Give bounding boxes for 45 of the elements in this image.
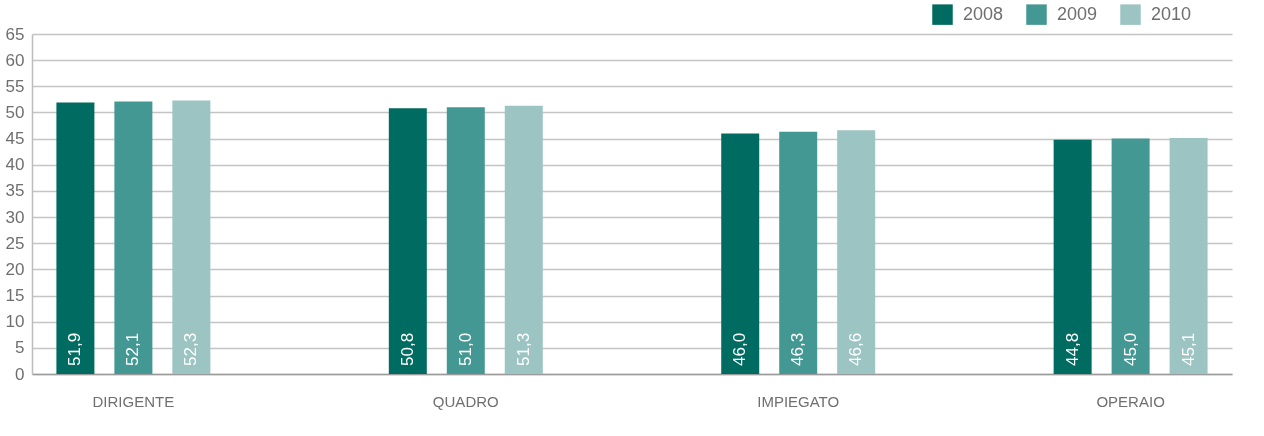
y-tick-label: 5 — [15, 338, 25, 358]
bar — [1053, 139, 1092, 374]
bar — [56, 102, 95, 374]
y-tick-label: 40 — [5, 155, 25, 175]
data-label: 45,1 — [1178, 332, 1198, 366]
y-tick-label: 0 — [15, 364, 25, 384]
bar — [388, 108, 427, 374]
data-label: 45,0 — [1120, 332, 1140, 366]
y-tick-label: 20 — [5, 259, 25, 279]
y-tick-label: 55 — [5, 76, 25, 96]
data-label: 50,8 — [397, 332, 417, 366]
data-label: 44,8 — [1062, 332, 1082, 366]
data-label: 51,0 — [455, 332, 475, 366]
bar — [779, 131, 818, 374]
x-tick-label: OPERAIO — [1096, 392, 1165, 410]
y-tick-label: 60 — [5, 50, 25, 70]
x-tick-label: DIRIGENTE — [92, 392, 175, 410]
y-tick-label: 45 — [5, 129, 25, 149]
data-label: 51,9 — [65, 332, 85, 366]
y-tick-label: 10 — [5, 312, 25, 332]
bar — [721, 133, 760, 374]
bar — [172, 100, 211, 374]
y-tick-label: 25 — [5, 233, 25, 253]
y-tick-label: 15 — [5, 286, 25, 306]
bar — [114, 101, 153, 374]
bar — [504, 105, 543, 374]
data-label: 46,0 — [730, 332, 750, 366]
bar — [1169, 138, 1208, 374]
legend-label: 2009 — [1057, 3, 1098, 24]
data-label: 51,3 — [513, 332, 533, 366]
x-tick-label: IMPIEGATO — [757, 392, 840, 410]
data-label: 46,3 — [788, 332, 808, 366]
y-tick-label: 35 — [5, 181, 25, 201]
x-tick-label: QUADRO — [432, 392, 499, 410]
y-tick-label: 30 — [5, 207, 25, 227]
y-tick-label: 50 — [5, 102, 25, 122]
y-tick-label: 65 — [5, 24, 25, 44]
legend-label: 2010 — [1151, 3, 1192, 24]
bar — [837, 130, 876, 374]
bar — [1111, 138, 1150, 374]
legend-label: 2008 — [963, 3, 1004, 24]
bar — [446, 107, 485, 374]
data-label: 46,6 — [846, 332, 866, 366]
data-label: 52,3 — [181, 332, 201, 366]
data-label: 52,1 — [123, 332, 143, 366]
